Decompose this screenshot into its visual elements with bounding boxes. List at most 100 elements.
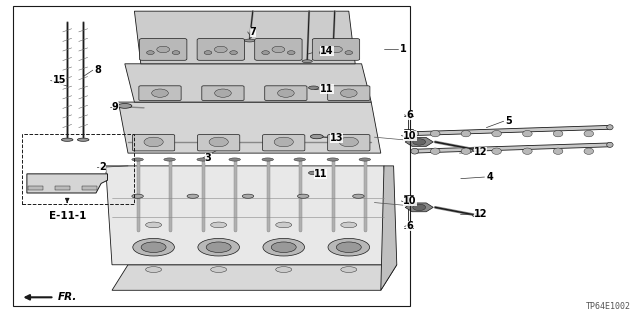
Ellipse shape <box>133 238 174 256</box>
Text: 4: 4 <box>486 172 493 182</box>
Text: 12: 12 <box>474 209 487 219</box>
Text: 3: 3 <box>205 153 212 163</box>
Ellipse shape <box>584 148 594 154</box>
FancyBboxPatch shape <box>132 135 175 151</box>
Bar <box>22 134 134 204</box>
Ellipse shape <box>141 242 166 253</box>
Ellipse shape <box>77 138 89 141</box>
Ellipse shape <box>431 148 440 154</box>
Text: 10: 10 <box>403 196 417 206</box>
Ellipse shape <box>341 267 357 272</box>
FancyBboxPatch shape <box>140 39 187 60</box>
Ellipse shape <box>411 148 419 154</box>
Polygon shape <box>27 174 108 193</box>
FancyBboxPatch shape <box>139 86 181 100</box>
Ellipse shape <box>523 130 532 137</box>
Text: 8: 8 <box>95 65 102 75</box>
Text: 11: 11 <box>320 84 333 94</box>
Text: 6: 6 <box>406 221 413 232</box>
Text: 15: 15 <box>52 75 66 85</box>
Circle shape <box>330 46 342 53</box>
Ellipse shape <box>132 194 143 198</box>
Ellipse shape <box>353 194 364 198</box>
Ellipse shape <box>271 242 296 253</box>
FancyBboxPatch shape <box>262 135 305 151</box>
Ellipse shape <box>206 242 231 253</box>
Ellipse shape <box>298 194 309 198</box>
Ellipse shape <box>211 222 227 228</box>
Text: 11: 11 <box>314 169 327 179</box>
Text: 1: 1 <box>400 44 407 55</box>
Polygon shape <box>405 137 433 146</box>
Circle shape <box>413 204 426 211</box>
Ellipse shape <box>584 130 594 137</box>
Ellipse shape <box>341 222 357 228</box>
FancyBboxPatch shape <box>198 135 240 151</box>
Circle shape <box>147 51 154 55</box>
Ellipse shape <box>302 60 312 63</box>
Ellipse shape <box>164 158 175 161</box>
Ellipse shape <box>229 158 241 161</box>
Circle shape <box>230 51 237 55</box>
Ellipse shape <box>262 158 273 161</box>
Ellipse shape <box>211 267 227 272</box>
Polygon shape <box>413 143 611 153</box>
Text: 14: 14 <box>320 46 333 56</box>
Ellipse shape <box>308 171 319 175</box>
Ellipse shape <box>146 267 161 272</box>
Ellipse shape <box>607 125 613 130</box>
Text: 13: 13 <box>330 133 343 143</box>
Circle shape <box>204 51 212 55</box>
Ellipse shape <box>118 103 132 108</box>
Text: 12: 12 <box>474 147 487 158</box>
Circle shape <box>272 46 285 53</box>
Polygon shape <box>405 203 433 212</box>
FancyBboxPatch shape <box>312 39 360 60</box>
Text: E-11-1: E-11-1 <box>49 211 86 220</box>
Ellipse shape <box>492 130 502 137</box>
Ellipse shape <box>276 267 292 272</box>
Circle shape <box>209 137 228 147</box>
Circle shape <box>262 51 269 55</box>
Ellipse shape <box>337 242 362 253</box>
Ellipse shape <box>328 238 370 256</box>
Ellipse shape <box>431 130 440 137</box>
Ellipse shape <box>197 158 209 161</box>
Text: 2: 2 <box>99 162 106 173</box>
Circle shape <box>339 137 358 147</box>
Text: 10: 10 <box>403 130 417 141</box>
Ellipse shape <box>461 130 471 137</box>
Ellipse shape <box>61 138 73 141</box>
FancyBboxPatch shape <box>255 39 302 60</box>
Circle shape <box>157 46 170 53</box>
Ellipse shape <box>554 130 563 137</box>
Ellipse shape <box>359 158 371 161</box>
Circle shape <box>345 51 353 55</box>
Ellipse shape <box>554 148 563 154</box>
Ellipse shape <box>327 158 339 161</box>
Ellipse shape <box>411 131 419 137</box>
Circle shape <box>214 89 231 97</box>
Ellipse shape <box>263 238 305 256</box>
Ellipse shape <box>198 238 239 256</box>
Ellipse shape <box>132 158 143 161</box>
Text: 7: 7 <box>250 27 257 37</box>
Polygon shape <box>381 166 397 290</box>
Ellipse shape <box>244 39 255 42</box>
Ellipse shape <box>276 222 292 228</box>
Circle shape <box>274 137 293 147</box>
Ellipse shape <box>146 222 161 228</box>
Circle shape <box>340 89 357 97</box>
Ellipse shape <box>187 194 198 198</box>
FancyBboxPatch shape <box>328 86 370 100</box>
Text: 5: 5 <box>506 116 513 126</box>
Ellipse shape <box>523 148 532 154</box>
Ellipse shape <box>472 214 481 217</box>
Text: TP64E1002: TP64E1002 <box>586 302 630 311</box>
Ellipse shape <box>461 148 471 154</box>
Polygon shape <box>125 64 371 102</box>
Polygon shape <box>106 166 390 265</box>
FancyBboxPatch shape <box>202 86 244 100</box>
Circle shape <box>152 89 168 97</box>
Polygon shape <box>413 125 611 136</box>
